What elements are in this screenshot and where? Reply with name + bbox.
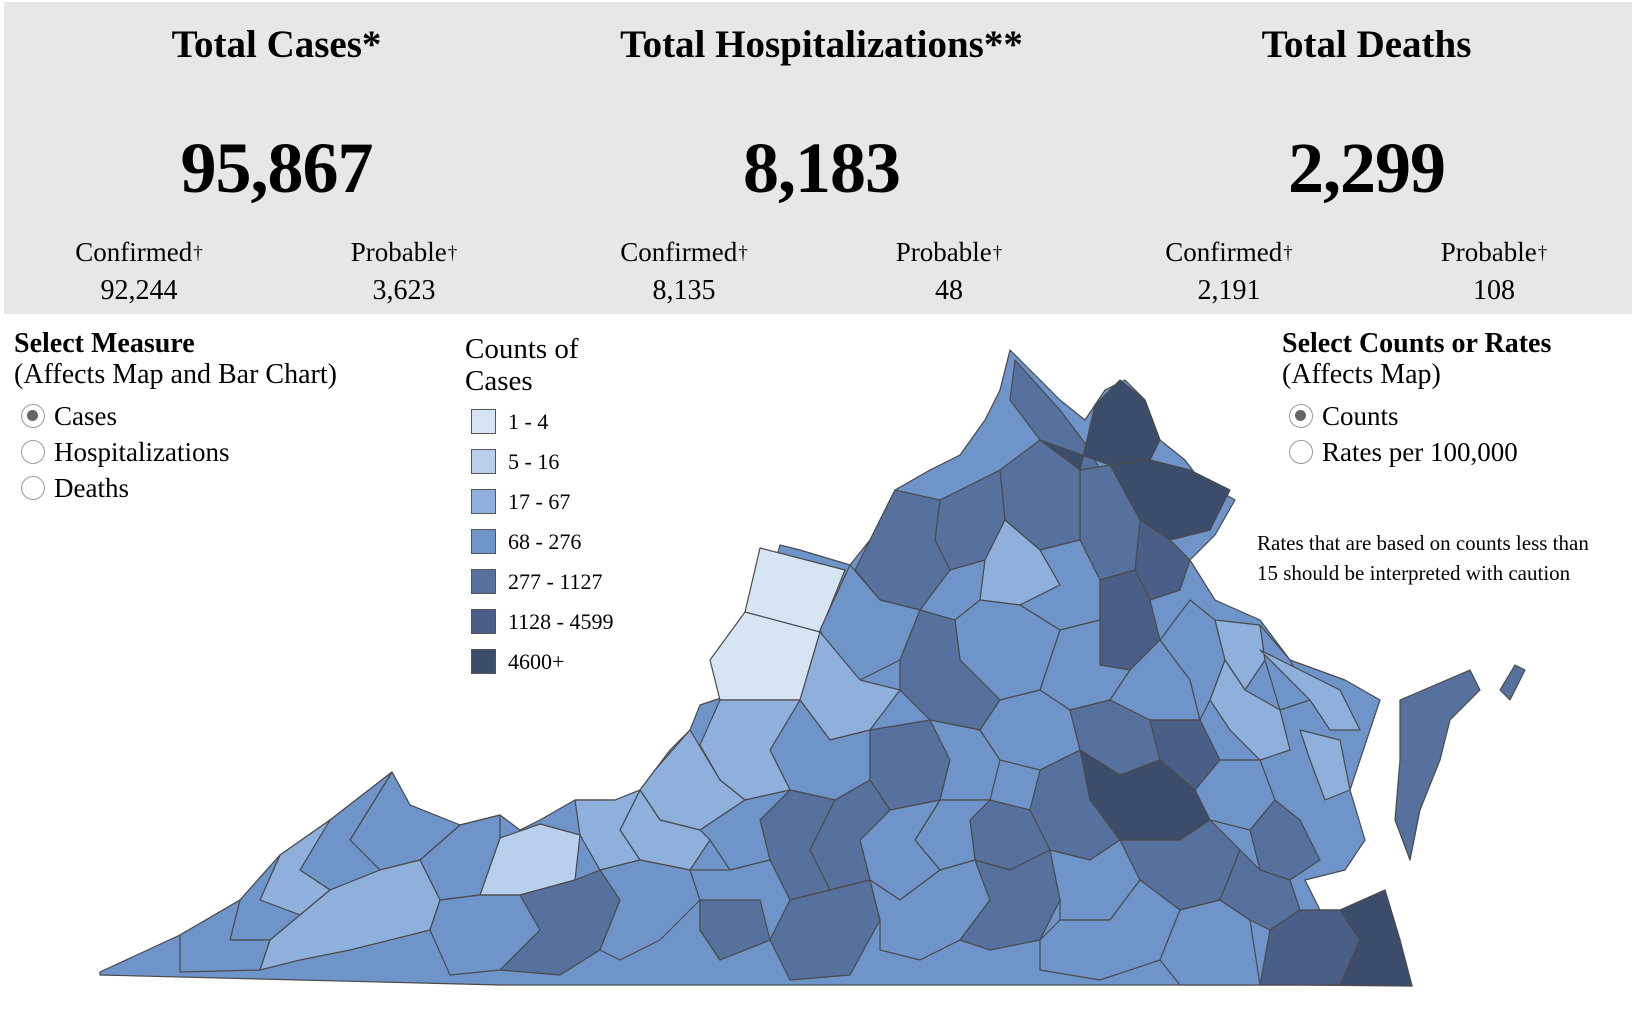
rate-title: Select Counts or Rates [1282,328,1552,359]
county-region[interactable] [1259,649,1361,731]
legend-item: 68 - 276 [465,529,645,569]
legend-label: 68 - 276 [508,529,582,554]
legend-swatch [471,449,496,474]
legend-item: 277 - 1127 [465,569,645,609]
rate-panel: Select Counts or Rates (Affects Map) Cou… [1282,328,1551,470]
hospitalizations-confirmed: Confirmed† 8,135 [584,237,784,307]
cases-confirmed-label: Confirmed [75,237,193,267]
rate-option-rates[interactable]: Rates per 100,000 [1282,434,1551,470]
cases-probable-value: 3,623 [372,275,436,306]
county-region[interactable] [1214,619,1266,691]
rates-caution-note: Rates that are based on counts less than… [1257,531,1589,585]
hosp-confirmed-value: 8,135 [652,275,716,306]
total-deaths-value: 2,299 [1288,128,1446,208]
measure-option-hospitalizations[interactable]: Hospitalizations [14,434,337,470]
hospitalizations-probable: Probable† 48 [849,237,1049,307]
county-region[interactable] [1499,664,1526,701]
legend-swatch [471,569,496,594]
summary-banner: Total Cases* 95,867 Confirmed† 92,244 Pr… [4,2,1632,314]
total-deaths-title: Total Deaths [1261,23,1472,66]
legend-swatch [471,609,496,634]
legend-label: 5 - 16 [508,449,560,474]
county-region[interactable] [1209,659,1291,761]
legend-swatch [471,489,496,514]
map-legend: Counts of Cases 1 - 4 5 - 16 17 - 67 68 - 2… [465,333,645,689]
cases-confirmed-value: 92,244 [100,275,178,306]
county-region[interactable] [599,859,701,961]
measure-option-cases[interactable]: Cases [14,398,337,434]
total-hospitalizations-value: 8,183 [743,128,901,208]
county-region[interactable] [699,899,771,961]
measure-option-deaths[interactable]: Deaths [14,470,337,506]
legend-label: 277 - 1127 [508,569,603,594]
deaths-confirmed: Confirmed† 2,191 [1129,237,1329,307]
radio-selected-icon[interactable] [1289,404,1313,428]
hosp-confirmed-label: Confirmed [620,237,738,267]
legend-title: Counts of Cases [465,333,579,397]
measure-subtitle: (Affects Map and Bar Chart) [14,359,337,390]
deaths-probable: Probable† 108 [1394,237,1594,307]
total-cases-title: Total Cases* [171,23,382,66]
cases-probable: Probable† 3,623 [304,237,504,307]
legend-item: 1128 - 4599 [465,609,645,649]
rate-option-counts[interactable]: Counts [1282,398,1551,434]
radio-icon[interactable] [1289,440,1313,464]
legend-swatch [471,649,496,674]
legend-label: 1128 - 4599 [508,609,614,634]
legend-swatch [471,529,496,554]
cases-confirmed: Confirmed† 92,244 [39,237,239,307]
deaths-confirmed-value: 2,191 [1197,275,1261,306]
rate-subtitle: (Affects Map) [1282,359,1441,390]
legend-item: 1 - 4 [465,409,645,449]
radio-icon[interactable] [21,476,45,500]
county-region[interactable] [574,789,641,871]
legend-item: 17 - 67 [465,489,645,529]
total-cases-value: 95,867 [180,128,374,208]
hosp-probable-label: Probable [895,237,992,267]
county-region[interactable] [1394,669,1481,861]
cases-probable-label: Probable [350,237,447,267]
legend-label: 1 - 4 [508,409,549,434]
measure-title: Select Measure [14,328,195,359]
deaths-probable-label: Probable [1440,237,1537,267]
deaths-probable-value: 108 [1473,275,1515,306]
total-hospitalizations-title: Total Hospitalizations** [620,23,1023,66]
legend-label: 4600+ [508,649,565,674]
legend-swatch [471,409,496,434]
county-region[interactable] [1299,729,1351,801]
radio-selected-icon[interactable] [21,404,45,428]
hosp-probable-value: 48 [935,275,963,306]
legend-label: 17 - 67 [508,489,571,514]
deaths-confirmed-label: Confirmed [1165,237,1283,267]
radio-icon[interactable] [21,440,45,464]
legend-item: 4600+ [465,649,645,689]
legend-item: 5 - 16 [465,449,645,489]
measure-panel: Select Measure (Affects Map and Bar Char… [14,328,337,506]
county-region[interactable] [1339,889,1413,987]
